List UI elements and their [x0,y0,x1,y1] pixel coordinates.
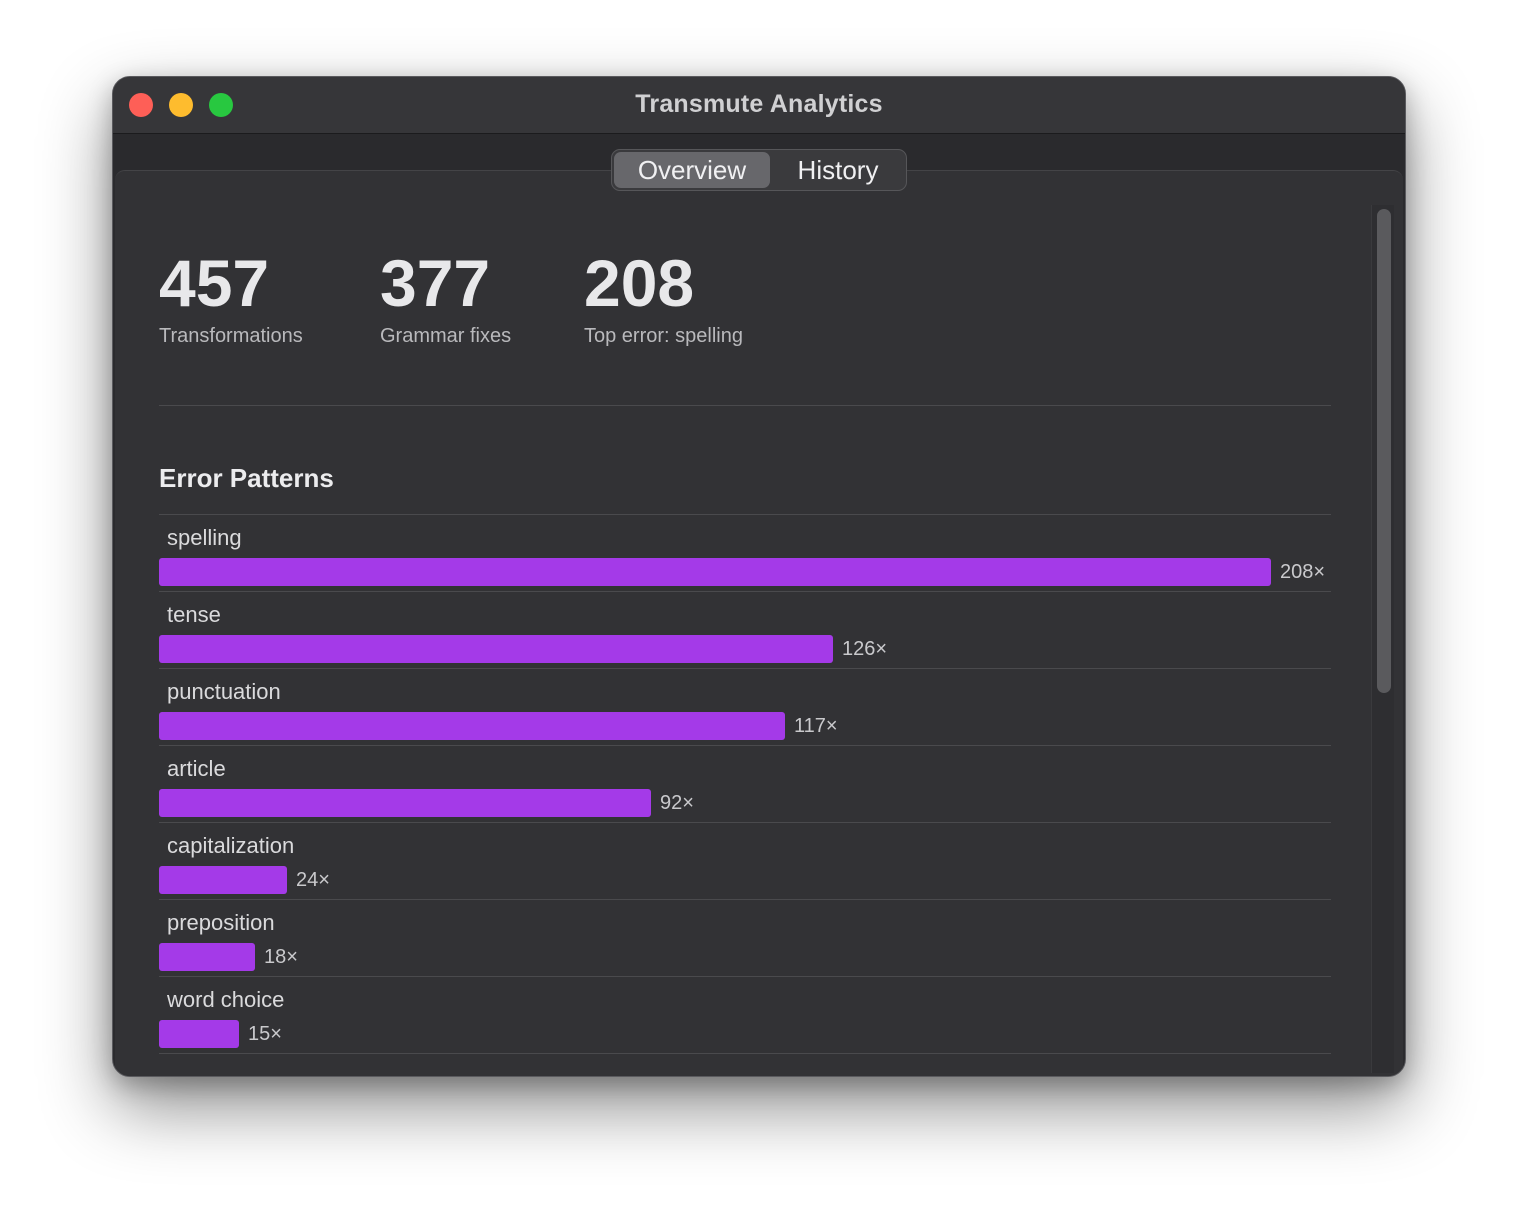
window-title: Transmute Analytics [635,90,883,118]
error-pattern-bar [159,1020,239,1048]
error-pattern-count: 126× [842,638,888,660]
error-pattern-row: tense 126× [159,591,1331,668]
zoom-button[interactable] [209,93,233,117]
error-pattern-label: word choice [167,987,285,1012]
error-patterns-chart: spelling 208× tense 126× punctuation 117× arti… [159,514,1331,1054]
error-pattern-label: punctuation [167,679,281,704]
error-pattern-bar [159,635,833,663]
error-pattern-label: capitalization [167,833,295,858]
error-pattern-row: word choice 15× [159,976,1331,1053]
error-pattern-row: article 92× [159,745,1331,822]
error-pattern-count: 208× [1280,561,1326,583]
stat-label: Transformations [159,325,303,347]
stat-value: 377 [380,246,491,320]
error-pattern-count: 15× [248,1023,282,1045]
close-button[interactable] [129,93,153,117]
error-pattern-count: 24× [296,869,330,891]
error-pattern-label: spelling [167,525,242,550]
error-pattern-bar [159,712,785,740]
stat-label: Top error: spelling [584,325,743,347]
section-title: Error Patterns [159,463,334,493]
stat-top-error: 208 Top error: spelling [584,243,743,348]
title-bar: Transmute Analytics [113,77,1405,134]
scrollbar-thumb[interactable] [1377,209,1391,693]
stat-value: 457 [159,246,270,320]
error-pattern-bar [159,558,1271,586]
error-pattern-label: article [167,756,226,781]
error-pattern-bar [159,866,287,894]
stat-transformations: 457 Transformations [159,243,303,348]
minimize-button[interactable] [169,93,193,117]
stat-grammar-fixes: 377 Grammar fixes [380,243,511,348]
error-pattern-row: preposition 18× [159,899,1331,976]
error-pattern-bar [159,943,255,971]
tab-history[interactable]: History [797,155,879,185]
list-end-divider [159,1053,1331,1054]
stat-value: 208 [584,246,695,320]
tab-overview[interactable]: Overview [614,152,770,188]
view-tabs: Overview History [611,149,907,191]
content-panel [115,170,1403,1076]
error-pattern-row: punctuation 117× [159,668,1331,745]
error-pattern-count: 117× [794,715,838,737]
error-pattern-count: 92× [660,792,694,814]
error-pattern-label: tense [167,602,221,627]
error-pattern-row: capitalization 24× [159,822,1331,899]
error-pattern-label: preposition [167,910,275,935]
section-divider [159,405,1331,406]
stat-label: Grammar fixes [380,325,512,347]
error-pattern-bar [159,789,651,817]
error-pattern-row: spelling 208× [159,514,1331,591]
app-window: Transmute Analytics Overview History 457… [112,76,1406,1077]
error-pattern-count: 18× [264,946,298,968]
